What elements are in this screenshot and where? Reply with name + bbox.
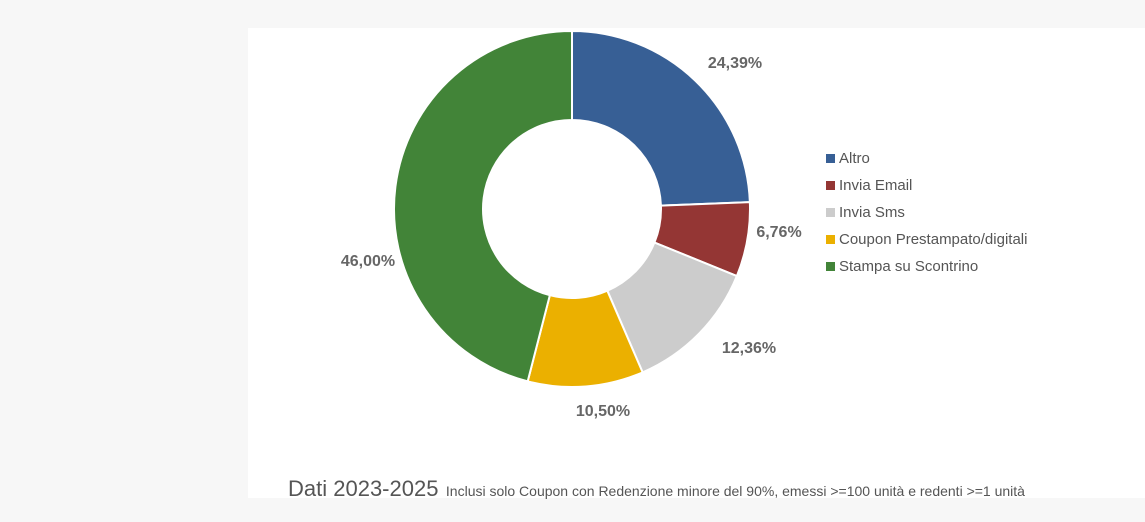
- legend-label: Invia Email: [839, 177, 913, 194]
- legend-swatch: [826, 262, 835, 271]
- legend-item: Altro: [826, 145, 1027, 172]
- footer-title: Dati 2023-2025: [288, 476, 439, 501]
- legend-label: Stampa su Scontrino: [839, 258, 979, 275]
- footer-note: Inclusi solo Coupon con Redenzione minor…: [445, 483, 1025, 499]
- data-label-stampa-su-scontrino: 46,00%: [341, 253, 395, 270]
- data-label-altro: 24,39%: [708, 55, 762, 72]
- data-label-invia-sms: 12,36%: [722, 340, 776, 357]
- legend-swatch: [826, 181, 835, 190]
- slice-stampa-su-scontrino: [393, 29, 573, 383]
- data-label-invia-email: 6,76%: [756, 224, 801, 241]
- legend-swatch: [826, 154, 835, 163]
- legend-label: Altro: [839, 150, 870, 167]
- chart-footer: Dati 2023-2025 Inclusi solo Coupon con R…: [288, 476, 1025, 502]
- data-label-coupon-prestampato-digitali: 10,50%: [576, 403, 630, 420]
- slice-altro: [571, 29, 751, 207]
- chart-legend: Altro Invia Email Invia Sms Coupon Prestamp…: [826, 145, 1027, 280]
- legend-item: Invia Email: [826, 172, 1027, 199]
- legend-label: Coupon Prestampato/digitali: [839, 231, 1028, 248]
- legend-swatch: [826, 235, 835, 244]
- legend-item: Coupon Prestampato/digitali: [826, 226, 1027, 253]
- legend-item: Invia Sms: [826, 199, 1027, 226]
- legend-label: Invia Sms: [839, 204, 905, 221]
- legend-item: Stampa su Scontrino: [826, 253, 1027, 280]
- legend-swatch: [826, 208, 835, 217]
